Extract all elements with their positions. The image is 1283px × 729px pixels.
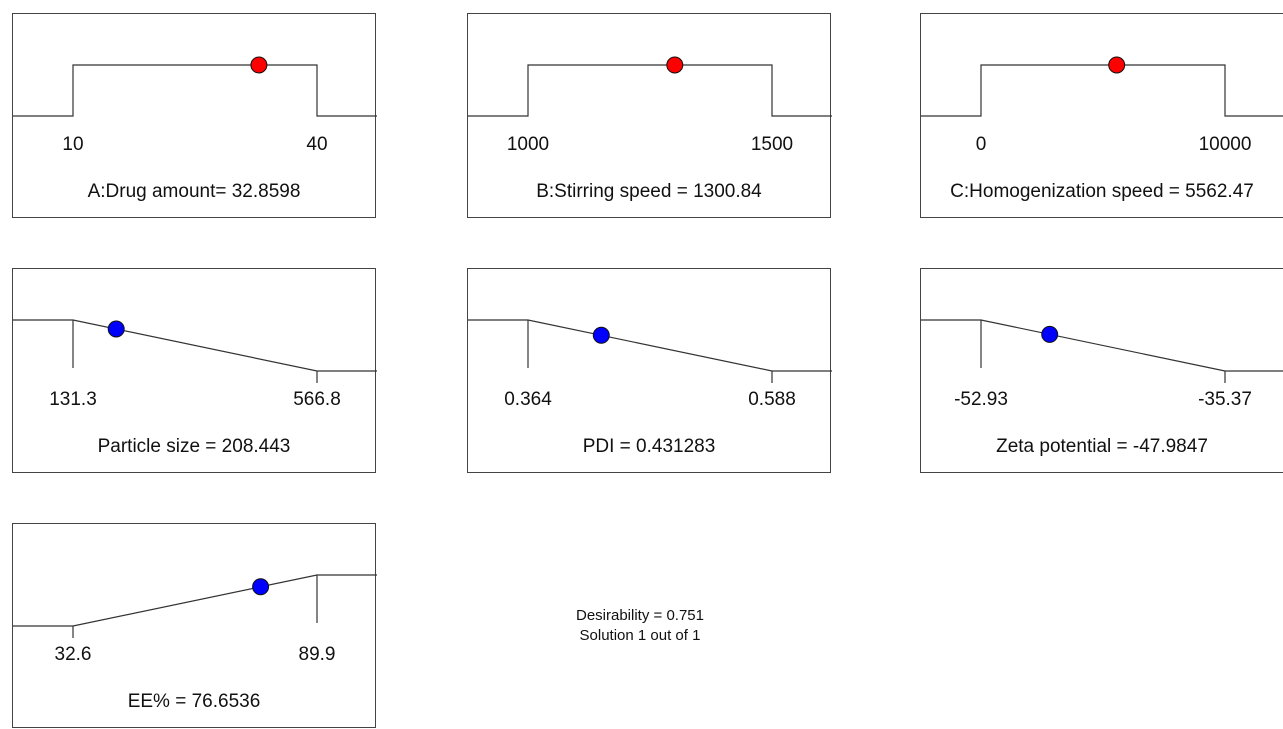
low-limit-label: -52.93 [954, 389, 1008, 410]
factor-setting-marker [1108, 56, 1126, 74]
ramp-line [13, 574, 377, 627]
ramp-line [13, 64, 377, 117]
ramp-panel-zeta: -52.93 -35.37 Zeta potential = -47.9847 [920, 268, 1283, 473]
ramp-panel-ps: 131.3 566.8 Particle size = 208.443 [12, 268, 377, 473]
ramp-panel-A: 10 40 A:Drug amount= 32.8598 [12, 13, 377, 218]
desirability-value: Desirability = 0.751 [576, 607, 704, 624]
response-prediction-marker [107, 320, 125, 338]
high-limit-label: 1500 [750, 134, 794, 155]
panel-caption: Zeta potential = -47.9847 [996, 436, 1208, 457]
ramp-panel-pdi: 0.364 0.588 PDI = 0.431283 [467, 268, 832, 473]
low-limit-label: 0.364 [504, 389, 552, 410]
ramp-plot-C [921, 56, 1283, 117]
ramp-panel-C: 0 10000 C:Homogenization speed = 5562.47 [920, 13, 1283, 218]
ramp-line [921, 64, 1283, 117]
low-limit-label: 131.3 [49, 389, 97, 410]
factor-setting-marker [250, 56, 268, 74]
high-limit-label: -35.37 [1198, 389, 1252, 410]
ramp-plot-zeta [921, 319, 1283, 383]
ramp-line [13, 319, 377, 372]
low-limit-label: 10 [62, 134, 84, 155]
panel-caption: A:Drug amount= 32.8598 [87, 181, 301, 202]
panel-caption: C:Homogenization speed = 5562.47 [950, 181, 1254, 202]
high-limit-label: 566.8 [293, 389, 341, 410]
response-prediction-marker [592, 326, 610, 344]
ramp-panel-B: 1000 1500 B:Stirring speed = 1300.84 [467, 13, 832, 218]
panel-caption: PDI = 0.431283 [582, 436, 716, 457]
ramp-line [468, 64, 832, 117]
ramp-plot-A [13, 56, 377, 117]
panel-caption: EE% = 76.6536 [127, 691, 261, 712]
solution-label: Solution 1 out of 1 [579, 627, 701, 644]
high-limit-label: 89.9 [298, 644, 336, 665]
panel-caption: Particle size = 208.443 [97, 436, 291, 457]
ramp-line [468, 319, 832, 372]
ramp-plot-ps [13, 319, 377, 383]
high-limit-label: 0.588 [748, 389, 796, 410]
desirability-summary: Desirability = 0.751 Solution 1 out of 1 [520, 606, 760, 646]
high-limit-label: 40 [306, 134, 328, 155]
ramp-plot-pdi [468, 319, 832, 383]
response-prediction-marker [1041, 325, 1059, 343]
ramp-panel-ee: 32.6 89.9 EE% = 76.6536 [12, 523, 377, 728]
low-limit-label: 1000 [506, 134, 550, 155]
ramp-line [921, 319, 1283, 372]
high-limit-label: 10000 [1198, 134, 1252, 155]
factor-setting-marker [666, 56, 684, 74]
low-limit-label: 0 [975, 134, 987, 155]
ramp-plot-ee [13, 574, 377, 638]
low-limit-label: 32.6 [54, 644, 92, 665]
panel-caption: B:Stirring speed = 1300.84 [536, 181, 762, 202]
ramp-plot-B [468, 56, 832, 117]
response-prediction-marker [252, 578, 270, 596]
